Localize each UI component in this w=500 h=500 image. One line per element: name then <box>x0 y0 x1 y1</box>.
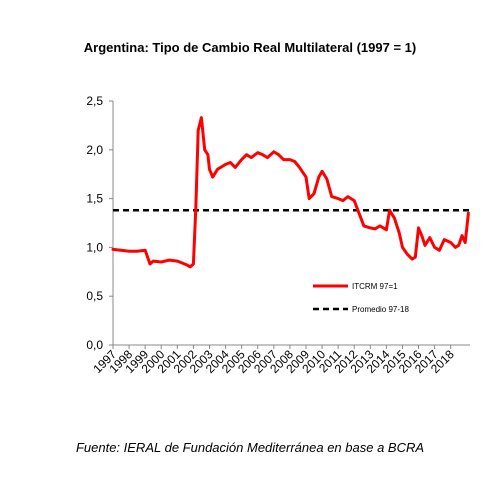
axes: 0,00,51,01,52,02,51997199819992000200120… <box>86 94 470 376</box>
y-tick-label: 2,0 <box>86 143 103 157</box>
line-chart: 0,00,51,01,52,02,51997199819992000200120… <box>86 94 470 376</box>
y-tick-label: 1,0 <box>86 240 103 254</box>
source-note: Fuente: IERAL de Fundación Mediterránea … <box>75 440 425 455</box>
chart-title: Argentina: Tipo de Cambio Real Multilate… <box>83 40 417 55</box>
series-layer <box>111 116 470 269</box>
legend-promedio-label: Promedio 97-18 <box>352 305 409 314</box>
legend-itcrm-label: ITCRM 97=1 <box>352 282 398 291</box>
legend: ITCRM 97=1 Promedio 97-18 <box>313 282 409 314</box>
y-tick-label: 1,5 <box>86 192 103 206</box>
y-tick-label: 2,5 <box>86 94 103 108</box>
y-tick-label: 0,5 <box>86 289 103 303</box>
series-itcrm-line <box>111 116 470 269</box>
y-tick-label: 0,0 <box>86 338 103 352</box>
